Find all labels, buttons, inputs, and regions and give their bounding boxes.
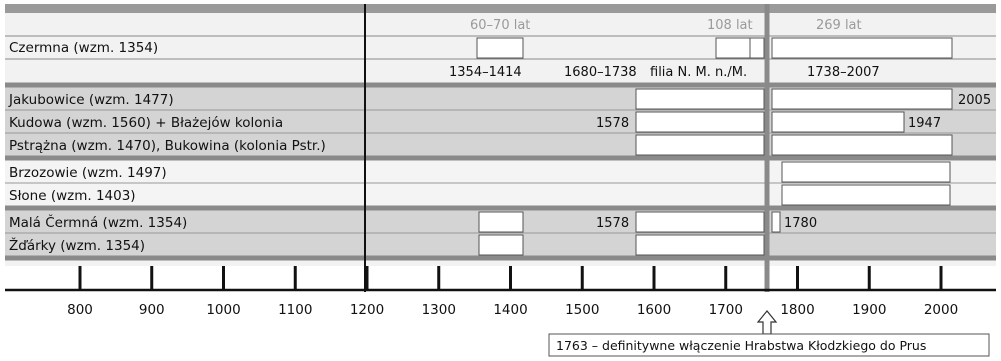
jakubowice-end-year: 2005	[958, 93, 991, 108]
brzozowie-label: Brzozowie (wzm. 1497)	[9, 165, 167, 181]
up-arrow-icon	[756, 310, 778, 335]
axis-ticks: 800 900 1000 1100 1200 1300 1400 1500 1600 1700 18…	[67, 266, 958, 318]
zdarky-bar-2	[635, 234, 765, 256]
czermna-bar-1354-1414	[476, 37, 524, 59]
jakubowice-bar-1	[635, 88, 765, 110]
annotation-text: 1763 – definitywne włączenie Hrabstwa Kł…	[556, 338, 926, 353]
kudowa-start-year: 1578	[596, 116, 629, 131]
zdarky-bar-1	[478, 234, 524, 256]
czermna-filia: filia N. M. n./M.	[650, 65, 747, 80]
axis-tick-label-1800: 1800	[780, 302, 814, 318]
czermna-period-1: 1354–1414	[449, 65, 522, 80]
axis-top-band	[5, 258, 996, 266]
czermna-period-2: 1680–1738	[564, 65, 637, 80]
span-269-label: 269 lat	[816, 18, 862, 33]
slone-label: Słone (wzm. 1403)	[9, 188, 136, 204]
kudowa-end-year: 1947	[908, 116, 941, 131]
axis-tick-label-800: 800	[67, 302, 93, 318]
czermna-bar-1680-1738a	[715, 37, 751, 59]
kudowa-label: Kudowa (wzm. 1560) + Błażejów kolonia	[9, 115, 283, 131]
pstrazna-bar-2	[771, 134, 953, 156]
axis-tick-label-1300: 1300	[422, 302, 456, 318]
axis-tick-label-2000: 2000	[924, 302, 958, 318]
axis-tick-label-900: 900	[139, 302, 165, 318]
pstrazna-bar-1	[635, 134, 765, 156]
mala-cermna-start-year: 1578	[596, 216, 629, 231]
kudowa-bar-1	[635, 111, 765, 133]
span-60-70-label: 60–70 lat	[470, 18, 530, 33]
axis-tick-label-1200: 1200	[350, 302, 384, 318]
axis-tick-label-1000: 1000	[206, 302, 240, 318]
slone-bar	[781, 184, 951, 206]
czermna-bar-1680-1738b	[749, 37, 765, 59]
pstrazna-label: Pstrążna (wzm. 1470), Bukowina (kolonia …	[9, 138, 326, 154]
axis-tick-label-1100: 1100	[278, 302, 312, 318]
kudowa-bar-2	[771, 111, 905, 133]
axis-tick-label-1900: 1900	[852, 302, 886, 318]
mala-cermna-bar-1	[478, 211, 524, 233]
zdarky-label: Žďárky (wzm. 1354)	[9, 236, 145, 254]
top-strip	[5, 4, 996, 13]
mala-cermna-bar-3	[771, 211, 781, 233]
czermna-label: Czermna (wzm. 1354)	[9, 40, 158, 56]
span-108-label: 108 lat	[707, 18, 753, 33]
mala-cermna-bar-2	[635, 211, 765, 233]
annotation-box	[548, 333, 990, 357]
axis-tick-label-1500: 1500	[565, 302, 599, 318]
brzozowie-bar	[781, 161, 951, 183]
axis-tick-label-1600: 1600	[637, 302, 671, 318]
axis-tick-label-1400: 1400	[493, 302, 527, 318]
jakubowice-label: Jakubowice (wzm. 1477)	[8, 92, 174, 108]
czermna-period-3: 1738–2007	[807, 65, 880, 80]
axis-tick-label-1700: 1700	[709, 302, 743, 318]
mala-cermna-label: Malá Čermná (wzm. 1354)	[9, 213, 187, 231]
mala-cermna-end-year: 1780	[784, 216, 817, 231]
jakubowice-bar-2	[771, 88, 953, 110]
czermna-bar-1738-2007	[771, 37, 953, 59]
